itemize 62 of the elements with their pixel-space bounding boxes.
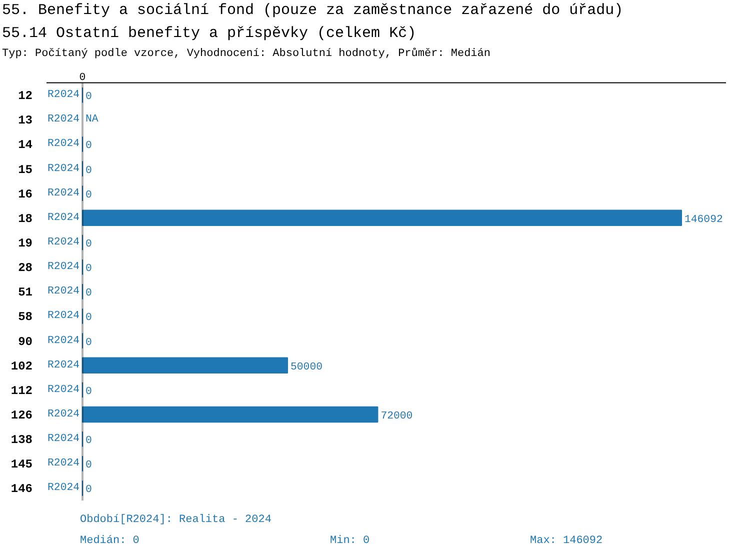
data-label: 0 bbox=[86, 90, 92, 103]
text: R2024 bbox=[48, 358, 80, 371]
data-label: 0 bbox=[86, 262, 92, 275]
text: NA bbox=[86, 113, 98, 126]
text: Max: 146092 bbox=[530, 534, 603, 550]
bar bbox=[82, 406, 378, 422]
data-label: 0 bbox=[86, 238, 92, 250]
y-tick-label: 16 bbox=[18, 186, 33, 201]
data-label: 0 bbox=[86, 484, 92, 496]
y-tick-label: 102 bbox=[10, 358, 33, 373]
text: Období[R2024]: Realita - 2024 bbox=[80, 512, 272, 528]
data-label: 0 bbox=[86, 164, 92, 176]
text: R2024 bbox=[48, 138, 80, 150]
y-tick-label: 18 bbox=[18, 211, 33, 226]
text: R2024 bbox=[48, 383, 80, 396]
text: R2024 bbox=[48, 162, 80, 174]
data-label: 0 bbox=[86, 434, 92, 447]
data-label: 0 bbox=[86, 385, 92, 398]
text: R2024 bbox=[48, 113, 80, 126]
y-tick-label: 146 bbox=[10, 482, 33, 496]
text: R2024 bbox=[48, 186, 80, 199]
chart-subtitle: 55.14 Ostatní benefity a příspěvky (celkem Kč) bbox=[2, 24, 416, 44]
y-tick-label: 51 bbox=[18, 285, 33, 300]
annotation: 0 bbox=[79, 71, 86, 84]
data-label: 146092 bbox=[684, 213, 723, 226]
text: R2024 bbox=[48, 260, 80, 273]
text: R2024 bbox=[48, 482, 80, 494]
text: Typ: Počítaný podle vzorce, Vyhodnocení: Absolutní hodnoty, Průměr: Medián bbox=[2, 46, 490, 62]
y-tick-label: 90 bbox=[18, 334, 33, 348]
data-label: 0 bbox=[86, 459, 92, 472]
text: R2024 bbox=[48, 285, 80, 298]
y-tick-label: 126 bbox=[10, 408, 33, 422]
y-tick-label: 58 bbox=[18, 310, 33, 324]
data-label: 0 bbox=[86, 287, 92, 300]
text: Medián: 0 bbox=[80, 534, 140, 550]
bar bbox=[82, 356, 288, 374]
bar bbox=[82, 209, 682, 226]
y-tick-label: 138 bbox=[10, 432, 33, 447]
y-tick-label: 14 bbox=[18, 138, 33, 152]
text: R2024 bbox=[48, 236, 80, 248]
y-tick-label: 145 bbox=[10, 457, 33, 472]
y-tick-label: 13 bbox=[18, 113, 33, 128]
chart-title: 55. Benefity a sociální fond (pouze za zaměstnance zařazené do úřadu) bbox=[2, 1, 624, 21]
text: Min: 0 bbox=[330, 534, 370, 550]
y-tick-label: 28 bbox=[18, 260, 33, 275]
text: R2024 bbox=[48, 334, 80, 346]
data-label: 50000 bbox=[290, 360, 322, 373]
data-label: 72000 bbox=[380, 410, 413, 422]
series-label: R2024 bbox=[48, 88, 80, 101]
data-label: 0 bbox=[86, 336, 92, 348]
text: R2024 bbox=[48, 457, 80, 470]
y-tick-label: 112 bbox=[10, 383, 33, 398]
data-label: 0 bbox=[86, 188, 92, 201]
text: R2024 bbox=[48, 408, 80, 420]
y-tick-label: 12 bbox=[18, 88, 33, 103]
text: R2024 bbox=[48, 211, 80, 224]
text: R2024 bbox=[48, 310, 80, 322]
data-label: 0 bbox=[86, 140, 92, 152]
text: R2024 bbox=[48, 432, 80, 445]
y-tick-label: 15 bbox=[18, 162, 33, 176]
y-tick-label: 19 bbox=[18, 236, 33, 250]
data-label: 0 bbox=[86, 312, 92, 324]
